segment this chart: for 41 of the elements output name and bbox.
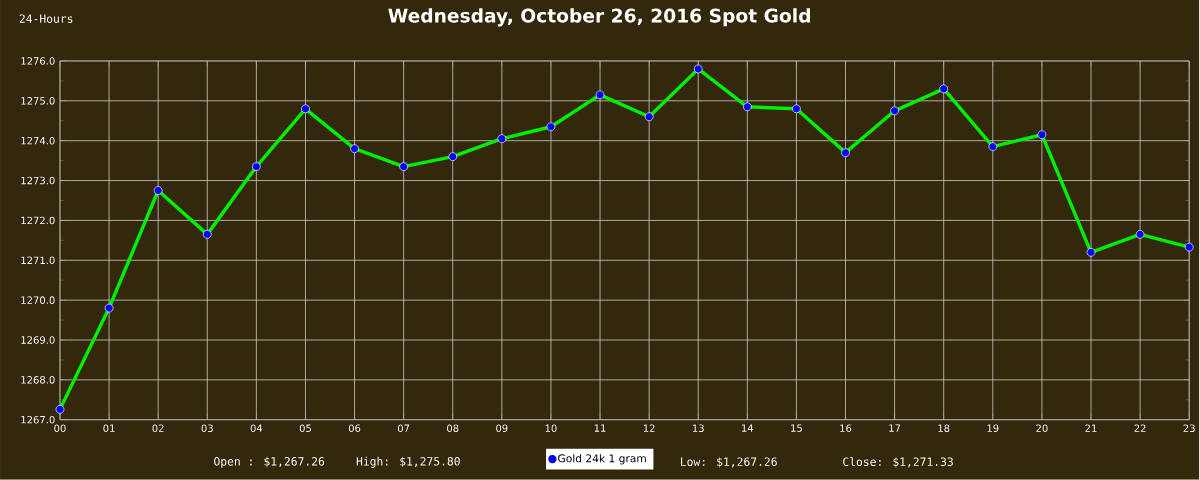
text: High: $1,275.80 xyxy=(356,456,460,469)
x-tick-label: 14 xyxy=(742,424,754,432)
y-tick-label: 1269.0 xyxy=(21,336,55,344)
x-tick-label: 09 xyxy=(496,424,508,433)
x-tick-label: 07 xyxy=(397,424,410,433)
x-tick-label: 06 xyxy=(348,424,361,433)
y-tick-label: 1267.0 xyxy=(21,416,55,424)
x-tick-label: 23 xyxy=(1183,424,1195,433)
y-tick-label: 1274.0 xyxy=(21,137,55,145)
x-tick-label: 12 xyxy=(643,424,655,432)
y-tick-label: 1271.0 xyxy=(21,256,55,265)
y-tick-label: 1268.0 xyxy=(21,376,55,384)
x-tick-label: 08 xyxy=(447,424,459,433)
text: Low: $1,267.26 xyxy=(681,457,777,468)
x-tick-label: 20 xyxy=(1036,424,1048,433)
chart-title: Wednesday, October 26, 2016 Spot Gold xyxy=(388,8,810,27)
y-tick-label: 1270.0 xyxy=(21,296,55,305)
text: 24-Hours xyxy=(19,14,73,24)
y-tick-label: 1275.0 xyxy=(21,97,55,105)
x-tick-label: 05 xyxy=(299,424,311,433)
x-tick-label: 11 xyxy=(594,424,606,432)
x-tick-label: 19 xyxy=(987,424,999,433)
x-tick-label: 15 xyxy=(791,424,802,433)
text: Close: $1,271.33 xyxy=(843,457,953,468)
x-tick-label: 00 xyxy=(54,424,66,433)
x-tick-label: 17 xyxy=(889,424,901,432)
text: Open : $1,267.26 xyxy=(214,457,325,468)
x-tick-label: 03 xyxy=(201,424,213,433)
x-tick-label: 21 xyxy=(1085,424,1097,432)
x-tick-label: 04 xyxy=(250,424,263,433)
y-tick-label: 1273.0 xyxy=(21,176,55,185)
x-tick-label: 10 xyxy=(545,424,557,433)
x-tick-label: 16 xyxy=(840,424,852,433)
y-tick-label: 1276.0 xyxy=(21,57,55,65)
x-tick-label: 22 xyxy=(1134,424,1146,432)
x-tick-label: 18 xyxy=(938,424,950,433)
x-tick-label: 01 xyxy=(103,424,115,433)
x-tick-label: 13 xyxy=(692,424,704,433)
y-tick-label: 1272.0 xyxy=(21,216,55,225)
x-tick-label: 02 xyxy=(152,424,164,433)
legend-label: Gold 24k 1 gram xyxy=(558,454,646,465)
